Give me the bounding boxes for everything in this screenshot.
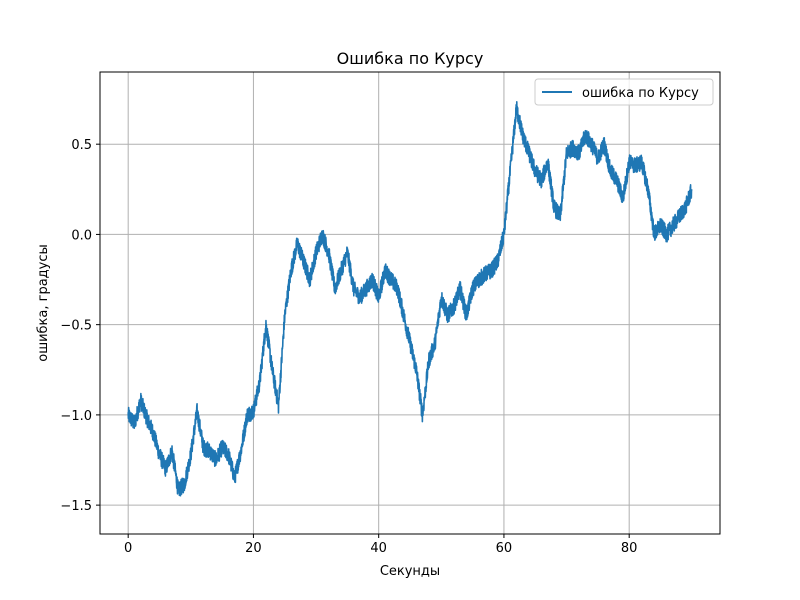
series-line bbox=[127, 101, 693, 497]
x-ticks: 0 20 40 60 80 bbox=[124, 534, 637, 556]
x-tick-label: 20 bbox=[245, 541, 262, 556]
grid bbox=[100, 72, 720, 534]
x-tick-label: 80 bbox=[621, 541, 638, 556]
y-tick-label: −1.0 bbox=[60, 409, 92, 424]
y-ticks: −1.5 −1.0 −0.5 0.0 0.5 bbox=[60, 138, 100, 514]
y-axis-label: ошибка, градусы bbox=[36, 244, 51, 362]
legend-label: ошибка по Курсу bbox=[582, 86, 699, 101]
series-group bbox=[127, 101, 693, 497]
x-tick-label: 0 bbox=[124, 541, 132, 556]
y-tick-label: −0.5 bbox=[60, 319, 92, 334]
y-tick-label: −1.5 bbox=[60, 499, 92, 514]
y-tick-label: 0.5 bbox=[71, 138, 92, 153]
x-tick-label: 40 bbox=[370, 541, 387, 556]
legend: ошибка по Курсу bbox=[534, 78, 714, 106]
legend-box bbox=[534, 78, 714, 106]
x-axis-label: Секунды bbox=[380, 564, 440, 579]
x-tick-label: 60 bbox=[496, 541, 513, 556]
y-tick-label: 0.0 bbox=[71, 228, 92, 243]
plot-frame bbox=[99, 71, 721, 535]
chart-title: Ошибка по Курсу bbox=[337, 49, 484, 68]
